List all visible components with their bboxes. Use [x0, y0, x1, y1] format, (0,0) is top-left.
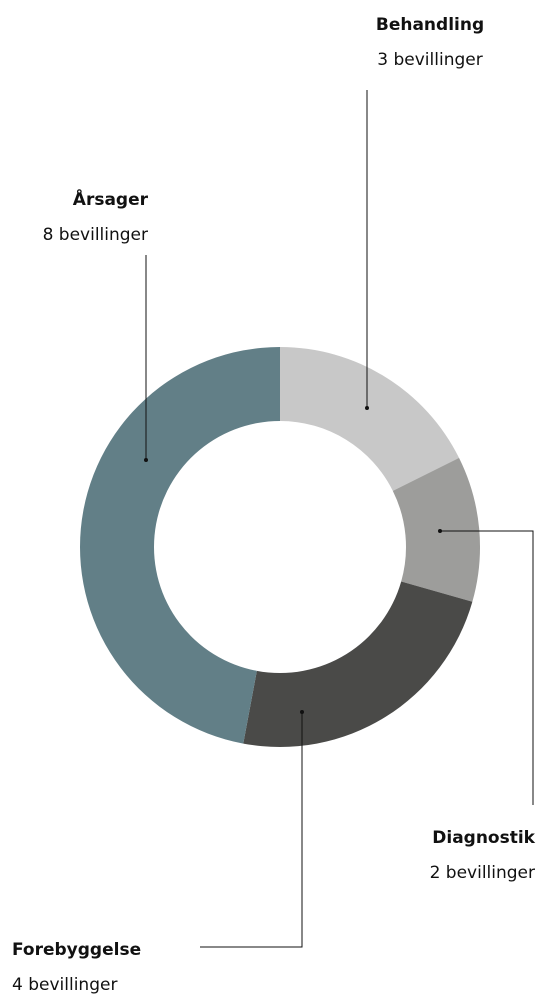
leader-dot — [438, 529, 442, 533]
donut-segment — [280, 347, 460, 491]
segment-name: Årsager — [73, 187, 149, 210]
donut-segment — [80, 346, 280, 744]
donut-segment — [243, 581, 473, 747]
leader-line — [200, 712, 303, 948]
segment-name: Behandling — [376, 15, 484, 35]
segment-value-label: 2 bevillinger — [430, 863, 535, 883]
leader-dot — [365, 406, 369, 410]
segment-name: Forebyggelse — [12, 940, 141, 960]
donut-segment — [392, 457, 481, 602]
segment-value-label: 4 bevillinger — [12, 975, 117, 995]
leader-line — [440, 530, 534, 805]
segment-value-label: 3 bevillinger — [377, 50, 482, 70]
leader-dot — [300, 710, 304, 714]
leader-dot — [144, 458, 148, 462]
segment-name: Diagnostik — [432, 828, 535, 848]
segment-value-label: 8 bevillinger — [43, 225, 148, 245]
